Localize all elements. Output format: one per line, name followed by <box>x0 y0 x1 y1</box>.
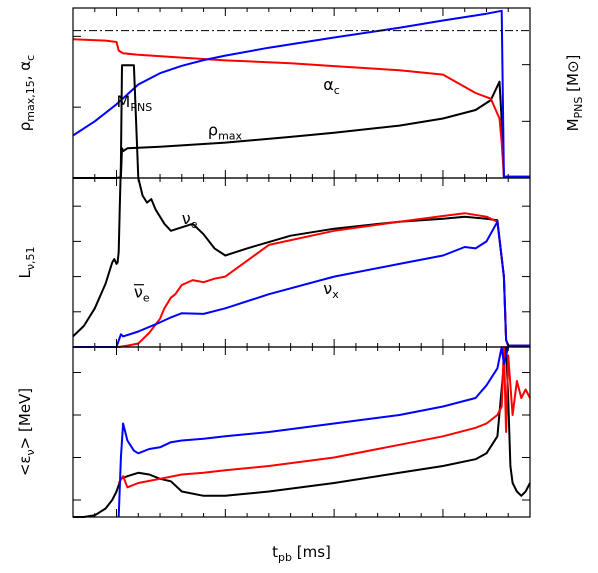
series-line-0-1 <box>72 38 530 178</box>
series-annotation: νx <box>323 279 339 301</box>
label-text: t <box>272 543 278 561</box>
series-annotation: αc <box>323 75 340 97</box>
label-text: L <box>16 270 34 279</box>
series-line-2-2 <box>117 346 510 518</box>
label-text: ρ <box>208 121 218 140</box>
label-text: <ε <box>16 455 34 476</box>
series-line-2-1 <box>117 346 531 489</box>
panel-frame-1 <box>72 177 531 348</box>
y-axis-label: ρmax,15, αc <box>16 55 37 132</box>
label-text: ν <box>323 279 332 298</box>
y-axis-label: Lν,51 <box>16 247 37 279</box>
label-text: ν <box>134 283 143 302</box>
panel-frame-0 <box>72 7 531 179</box>
label-text: M <box>564 118 582 131</box>
subscript-text: e <box>191 218 198 231</box>
series-line-2-0 <box>73 346 531 518</box>
label-text: ρ <box>16 122 34 132</box>
label-text: [M <box>564 73 582 97</box>
subscript-text: max,15 <box>24 80 37 121</box>
label-text: M <box>117 92 131 111</box>
subscript-text: PNS <box>130 101 152 114</box>
label-text: ⊙ <box>564 60 582 73</box>
series-line-0-2 <box>72 9 530 178</box>
subscript-text: c <box>334 84 340 97</box>
x-axis-label: tpb [ms] <box>272 543 331 564</box>
subscript-text: pb <box>278 551 292 564</box>
subscript-text: c <box>24 55 37 61</box>
subscript-text: e <box>143 292 150 305</box>
subscript-text: x <box>332 288 339 301</box>
label-text: , α <box>16 61 34 81</box>
label-text: [ms] <box>292 543 331 561</box>
subscript-text: PNS <box>572 97 585 119</box>
series-annotation: νe <box>134 283 150 305</box>
label-text: ] <box>564 55 582 61</box>
y-axis-label: <εν> [MeV] <box>16 388 37 476</box>
subscript-text: ν <box>24 449 37 455</box>
label-text: α <box>323 75 334 94</box>
subscript-text: ν,51 <box>24 247 37 271</box>
series-line-1-0 <box>72 64 530 347</box>
series-annotation: ρmax <box>208 121 243 143</box>
series-line-0-0 <box>73 80 530 179</box>
subscript-text: max <box>218 130 242 143</box>
label-text: ν <box>182 209 191 228</box>
panel-frame-2 <box>72 346 531 518</box>
series-annotation: νe <box>182 209 198 231</box>
y-right-axis-label: MPNS [M⊙] <box>564 55 585 132</box>
series-line-1-2 <box>73 220 530 348</box>
label-text: > [MeV] <box>16 388 34 449</box>
series-line-1-1 <box>73 212 530 348</box>
